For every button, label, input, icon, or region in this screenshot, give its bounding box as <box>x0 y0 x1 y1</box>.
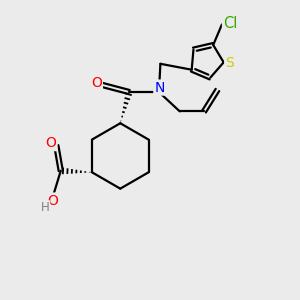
Text: S: S <box>225 56 234 70</box>
Text: O: O <box>91 76 102 90</box>
Text: O: O <box>47 194 58 208</box>
Text: N: N <box>154 81 165 94</box>
Text: Cl: Cl <box>223 16 237 32</box>
Text: O: O <box>46 136 56 150</box>
Text: H: H <box>40 201 50 214</box>
